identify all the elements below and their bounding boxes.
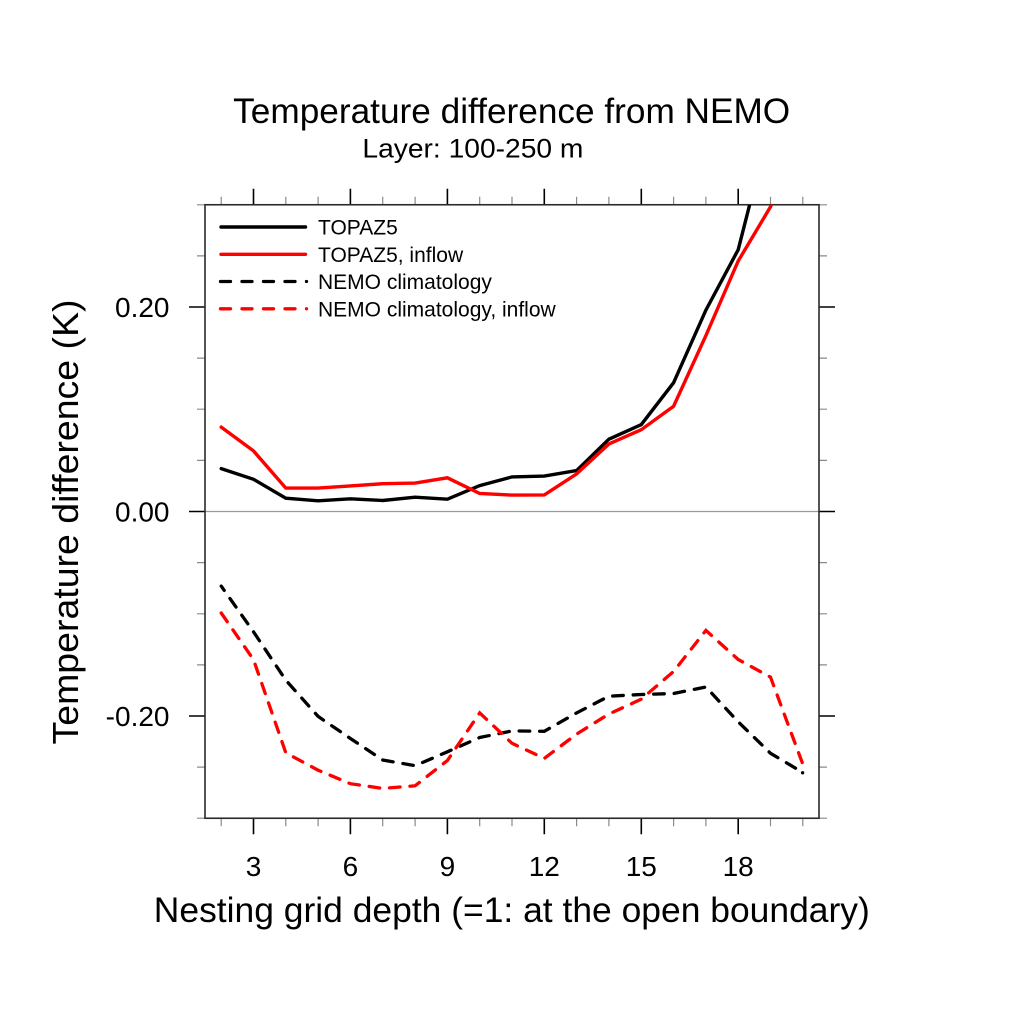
- svg-text:Layer: 100-250 m: Layer: 100-250 m: [362, 134, 583, 164]
- svg-text:-0.20: -0.20: [106, 701, 170, 732]
- svg-text:Temperature difference from NE: Temperature difference from NEMO: [233, 92, 790, 131]
- svg-text:3: 3: [246, 851, 262, 882]
- svg-text:TOPAZ5: TOPAZ5: [318, 217, 398, 240]
- svg-text:TOPAZ5, inflow: TOPAZ5, inflow: [318, 244, 464, 267]
- svg-text:Temperature difference (K): Temperature difference (K): [45, 300, 86, 745]
- svg-text:15: 15: [626, 851, 657, 882]
- svg-text:0.00: 0.00: [115, 497, 170, 528]
- svg-text:9: 9: [440, 851, 456, 882]
- svg-text:0.20: 0.20: [115, 292, 170, 323]
- svg-text:6: 6: [343, 851, 359, 882]
- svg-text:NEMO climatology: NEMO climatology: [318, 271, 492, 294]
- svg-text:Nesting grid depth (=1: at the: Nesting grid depth (=1: at the open boun…: [154, 891, 870, 930]
- svg-text:18: 18: [723, 851, 754, 882]
- svg-text:NEMO climatology, inflow: NEMO climatology, inflow: [318, 298, 557, 321]
- svg-text:12: 12: [529, 851, 560, 882]
